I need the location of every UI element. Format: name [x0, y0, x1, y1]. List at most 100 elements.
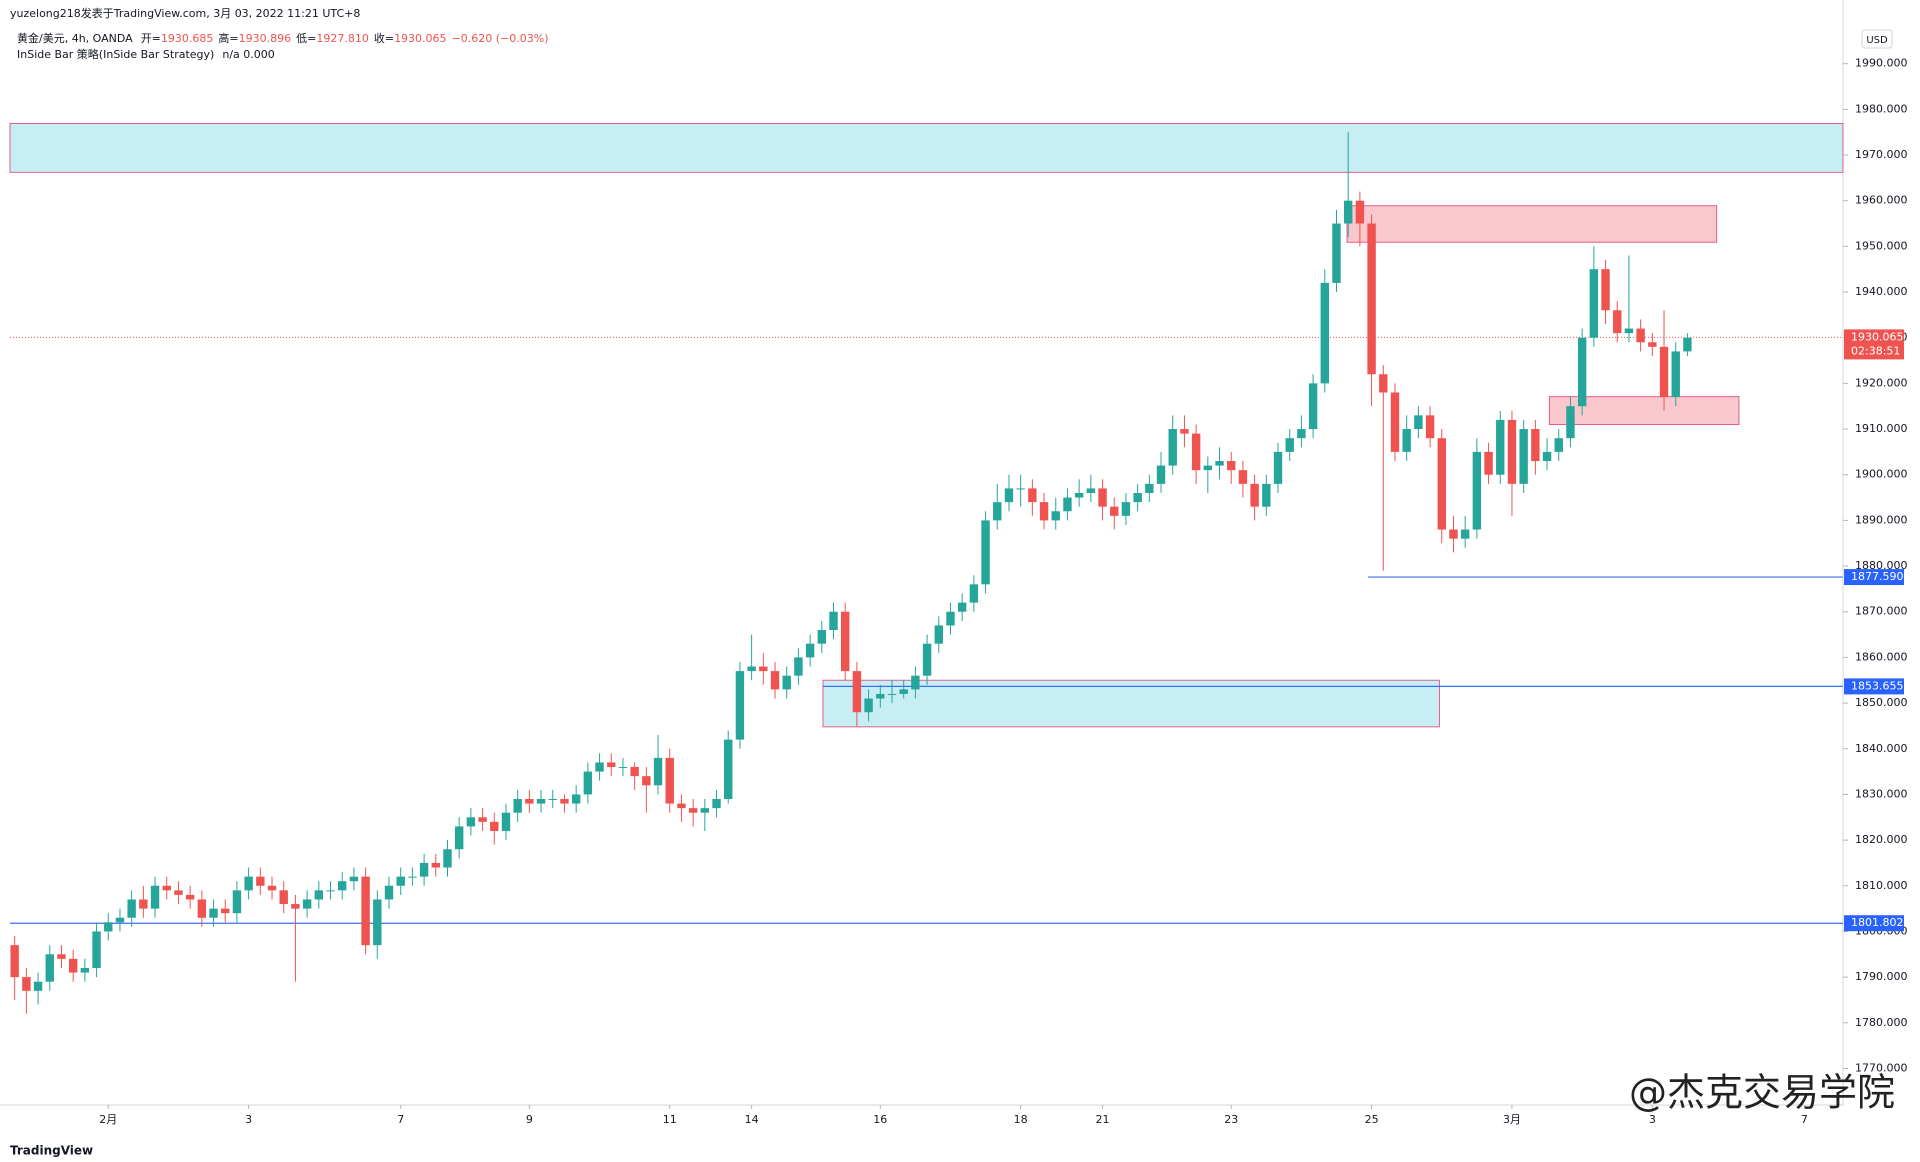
candle-body: [279, 890, 288, 905]
candle-body: [221, 908, 230, 914]
candle-body: [1379, 374, 1388, 393]
y-tick-label: 1890.000: [1855, 513, 1908, 526]
candle-body: [934, 625, 943, 644]
candle-body: [1121, 502, 1131, 516]
candle-body: [92, 931, 101, 968]
candle-body: [314, 890, 324, 900]
zone: [822, 679, 1440, 728]
ohlc-label: 低=: [296, 32, 316, 45]
indicator: InSide Bar 策略(InSide Bar Strategy): [17, 47, 214, 61]
candle-body: [1542, 451, 1552, 462]
candle-body: [724, 739, 733, 799]
y-tick-label: 1950.000: [1855, 239, 1908, 252]
countdown: 02:38:51: [1851, 344, 1900, 357]
x-tick-label: 7: [1801, 1113, 1808, 1126]
candle-body: [1531, 429, 1540, 462]
candle-body: [127, 899, 136, 918]
ohlc-value: 1930.896: [239, 32, 292, 45]
candle-body: [256, 876, 265, 886]
candle-body: [1227, 461, 1236, 471]
candle-body: [946, 611, 955, 626]
y-tick-label: 1850.000: [1855, 696, 1908, 709]
candle-body: [688, 808, 698, 813]
y-tick-label: 1940.000: [1855, 285, 1908, 298]
zone: [1346, 205, 1718, 243]
level-label: 1801.802: [1851, 916, 1904, 929]
candle-body: [548, 798, 557, 800]
x-tick-label: 2月: [99, 1113, 117, 1126]
y-tick-label: 1840.000: [1855, 742, 1908, 755]
ohlc-label: 高=: [218, 31, 238, 45]
candle-body: [1671, 351, 1680, 398]
level-label-box: [1844, 569, 1904, 586]
candle-body: [513, 798, 522, 813]
candle-body: [197, 899, 207, 918]
watermark: @杰克交易学院: [1629, 1071, 1895, 1115]
y-tick-label: 1870.000: [1855, 605, 1908, 618]
candle-body: [841, 611, 850, 672]
candle-body: [10, 945, 19, 978]
y-tick-label: 1820.000: [1855, 833, 1908, 846]
source: yuzelong218发表于TradingView.com, 3月 03, 20…: [10, 6, 360, 20]
candle-body: [1449, 529, 1458, 539]
candle-body: [665, 757, 674, 804]
x-tick-label: 3: [1649, 1113, 1656, 1126]
candle-body: [1098, 488, 1107, 507]
candle-body: [1460, 529, 1470, 539]
candle-body: [981, 520, 990, 585]
candle-body: [80, 967, 90, 973]
candle-body: [1191, 433, 1201, 471]
candle-body: [33, 981, 43, 991]
candle-body: [782, 675, 791, 690]
candle-body: [22, 977, 31, 991]
candle-body: [162, 885, 171, 891]
candle-body: [536, 798, 546, 804]
candle-body: [1051, 511, 1060, 521]
candle-body: [150, 885, 160, 909]
candle-body: [595, 762, 604, 772]
y-tick-label: 1910.000: [1855, 422, 1908, 435]
currency: USD: [1866, 35, 1888, 46]
x-tick-label: 3: [245, 1113, 252, 1126]
y-tick-label: 1990.000: [1855, 57, 1908, 70]
candle-body: [1308, 383, 1318, 430]
candle-body: [185, 894, 195, 900]
candle-body: [1402, 429, 1411, 452]
x-tick-label: 3月: [1503, 1113, 1521, 1126]
ohlc-label: 开=: [141, 32, 161, 45]
candle-body: [349, 876, 359, 882]
indicator-values: n/a 0.000: [222, 48, 274, 61]
candle-body: [1285, 438, 1294, 452]
x-tick-label: 9: [526, 1113, 533, 1126]
candle-body: [852, 671, 862, 713]
x-tick-label: 14: [745, 1113, 759, 1126]
candle-body: [1063, 497, 1072, 512]
candle-body: [1203, 465, 1213, 471]
candle-body: [1332, 223, 1341, 283]
zones: [9, 123, 1844, 924]
candle-body: [302, 899, 312, 909]
currency-box[interactable]: [1861, 29, 1893, 49]
candle-body: [1414, 415, 1423, 430]
candle-body: [326, 890, 335, 892]
candle-body: [864, 698, 873, 713]
y-tick-label: 1920.000: [1855, 376, 1908, 389]
candle-body: [1262, 483, 1271, 507]
last-price-label: 1930.065: [1851, 330, 1904, 343]
candle-body: [1636, 328, 1645, 343]
candle-body: [419, 862, 429, 877]
candle-body: [139, 899, 148, 909]
candle-body: [1683, 337, 1692, 352]
y-tick-label: 1830.000: [1855, 787, 1908, 800]
candle-body: [747, 666, 756, 672]
x-tick-label: 11: [663, 1113, 677, 1126]
candle-body: [1180, 429, 1189, 434]
candle-body: [1238, 470, 1248, 484]
candle-body: [454, 826, 464, 850]
candle-body: [876, 693, 885, 699]
candle-body: [993, 502, 1002, 521]
level-label: 1877.590: [1851, 570, 1904, 583]
candle-body: [922, 643, 932, 676]
